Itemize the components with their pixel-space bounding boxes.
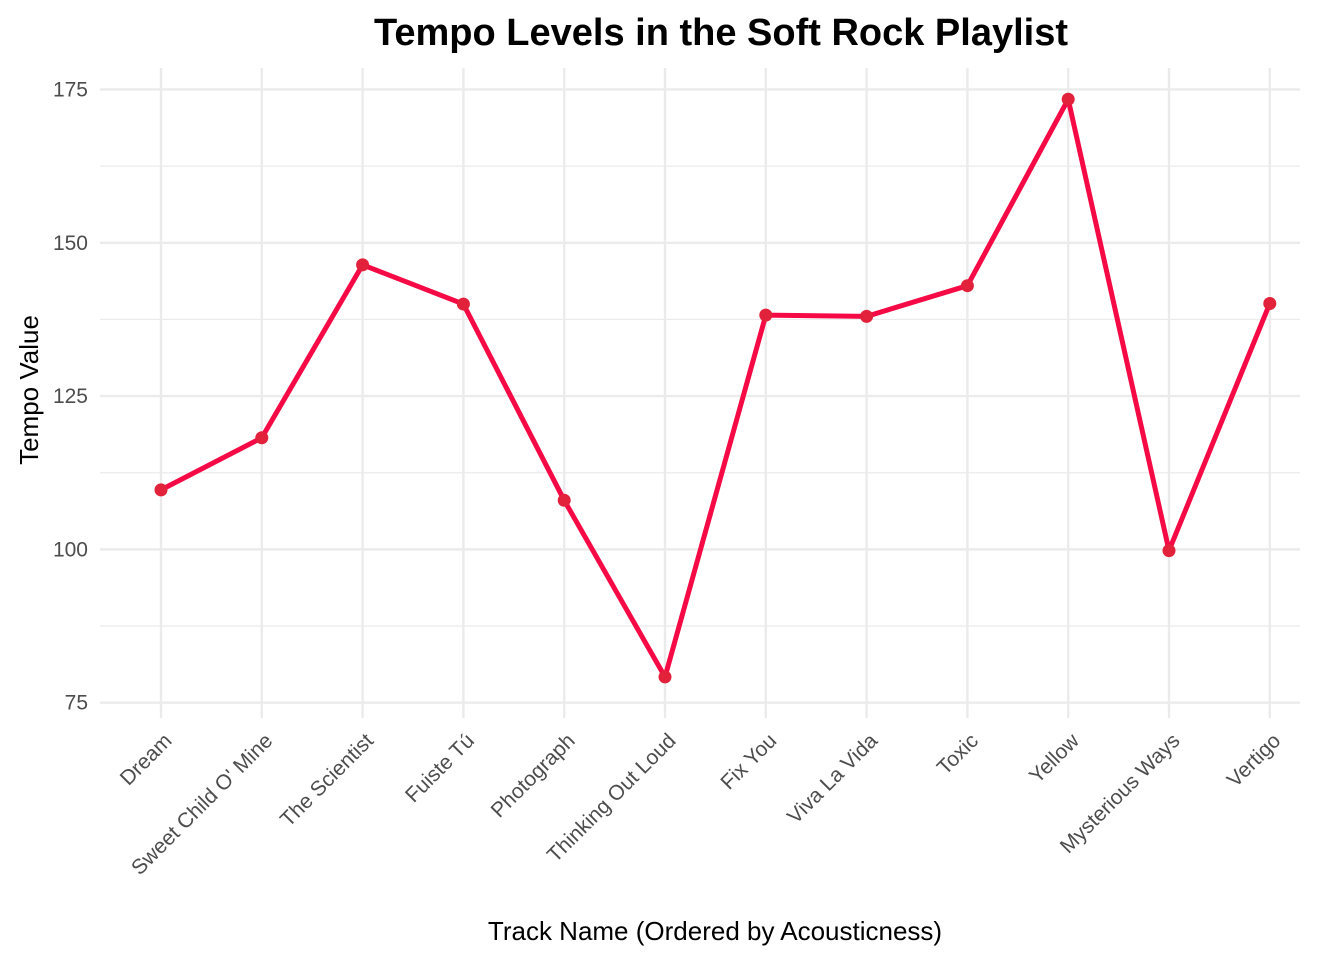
x-tick-label: Vertigo (1223, 729, 1286, 792)
data-point (154, 483, 168, 497)
x-axis-title: Track Name (Ordered by Acousticness) (488, 916, 942, 946)
y-tick-label: 75 (65, 692, 88, 715)
series-line (158, 96, 1273, 680)
x-tick-label: Fuiste Tú (401, 729, 479, 807)
y-axis-title: Tempo Value (14, 315, 44, 465)
data-point (1162, 544, 1176, 558)
series-line-layer (158, 96, 1273, 680)
data-point (860, 309, 874, 323)
x-tick-label: Toxic (933, 729, 983, 779)
x-tick-label: Yellow (1025, 729, 1084, 788)
x-tick-label: Dream (116, 729, 177, 790)
data-point (557, 493, 571, 507)
data-point (658, 670, 672, 684)
data-point (456, 297, 470, 311)
y-tick-label: 125 (53, 385, 88, 408)
data-point (255, 431, 269, 445)
data-point (759, 308, 773, 322)
x-tick-label: The Scientist (276, 729, 378, 831)
y-tick-label: 150 (53, 232, 88, 255)
data-point (960, 279, 974, 293)
y-tick-label: 175 (53, 78, 88, 101)
x-tick-label: Photograph (487, 729, 580, 822)
chart-title: Tempo Levels in the Soft Rock Playlist (374, 12, 1068, 54)
data-points (154, 92, 1277, 684)
data-point (356, 258, 370, 272)
x-tick-label: Viva La Vida (783, 729, 882, 828)
data-point (1061, 92, 1075, 106)
grid (100, 68, 1300, 718)
y-axis-ticks: 75 100 125 150 175 (53, 78, 88, 714)
data-point (1263, 296, 1277, 310)
y-tick-label: 100 (53, 538, 88, 561)
x-tick-label: Fix You (716, 729, 781, 794)
